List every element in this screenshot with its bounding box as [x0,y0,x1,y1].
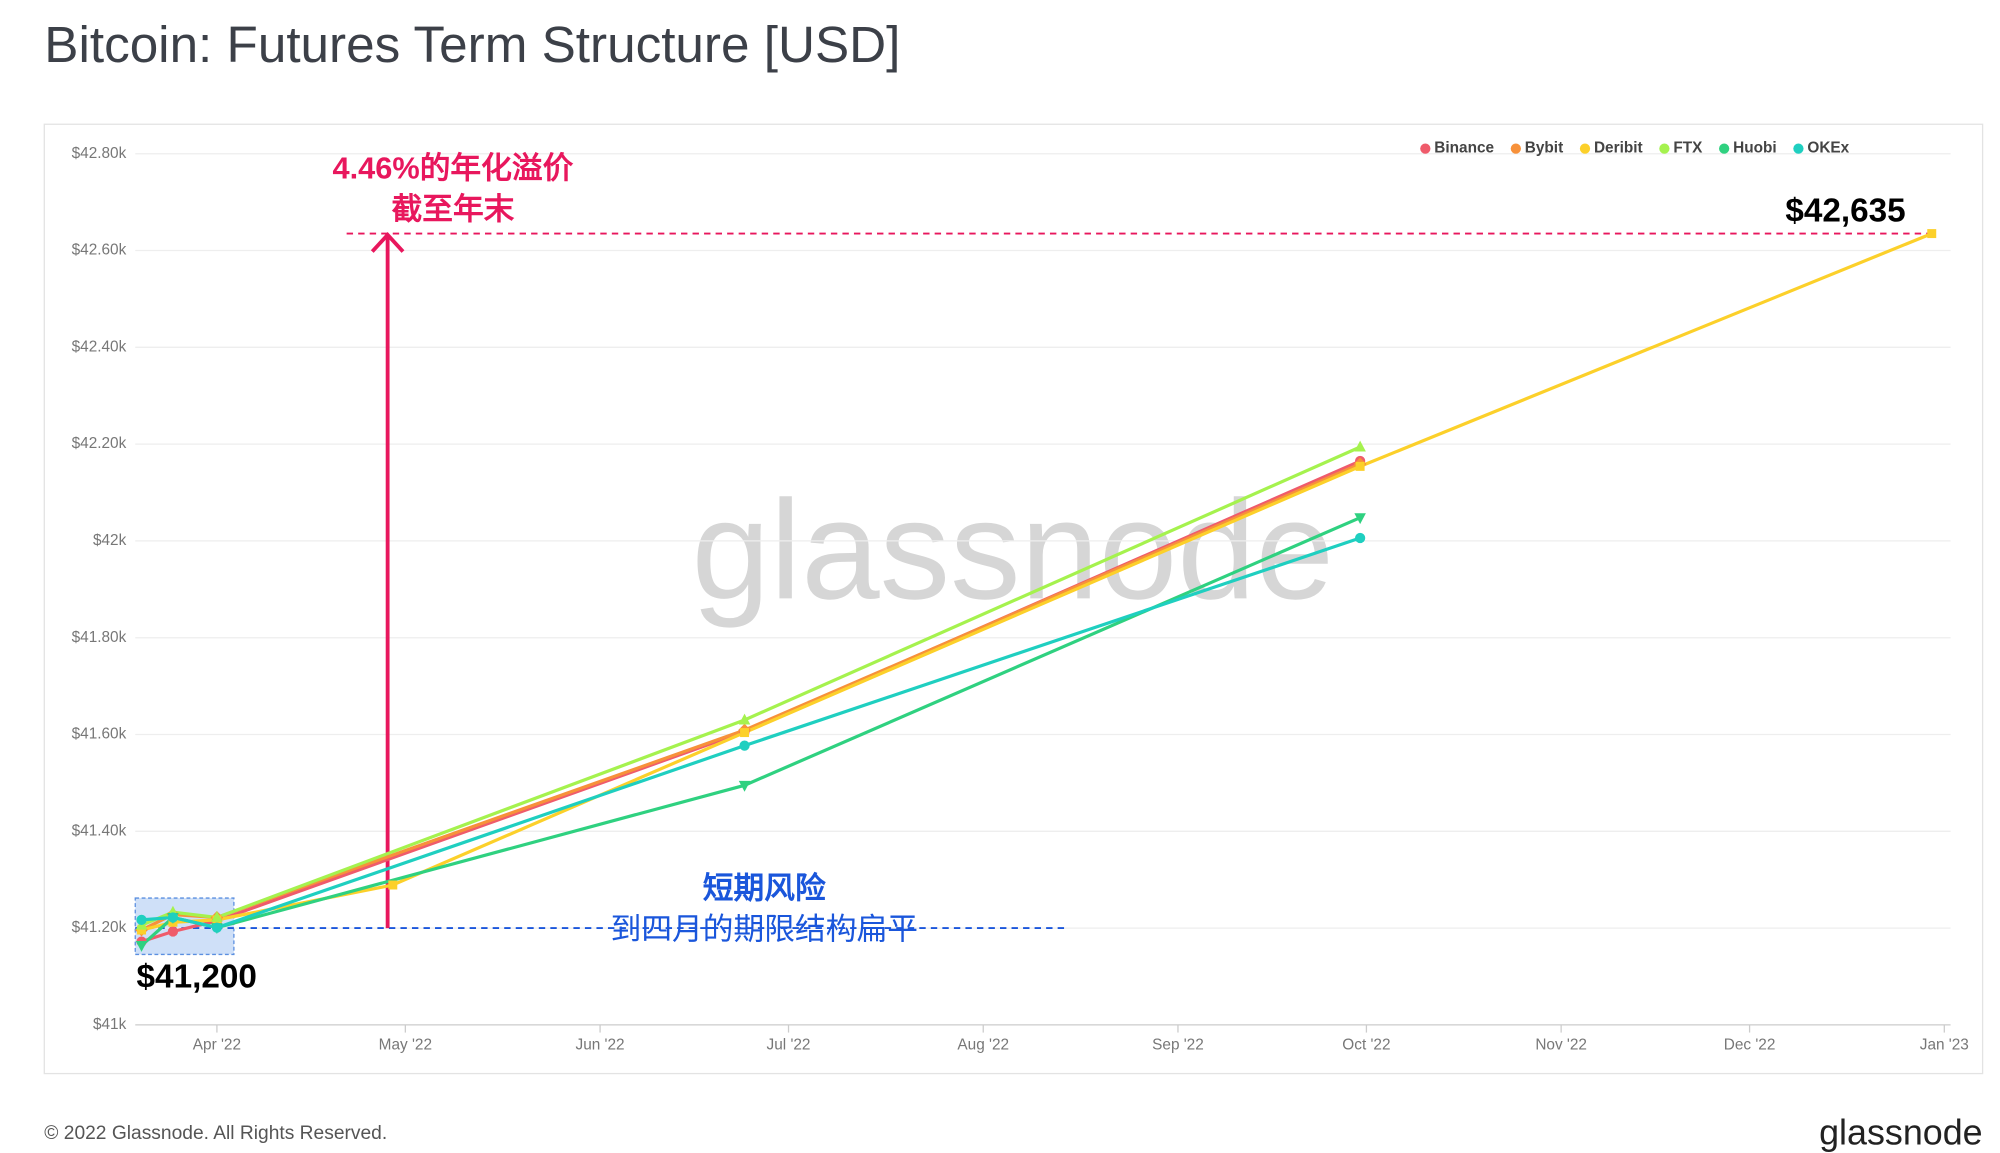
y-tick-label: $41.80k [72,629,127,646]
copyright: © 2022 Glassnode. All Rights Reserved. [44,1123,387,1144]
chart-title: Bitcoin: Futures Term Structure [USD] [44,16,900,73]
y-tick-label: $42k [93,532,127,549]
legend-label: Binance [1434,140,1494,157]
marker [739,740,750,751]
x-tick-label: Jan '23 [1920,1036,1969,1053]
marker [167,926,179,937]
annotation: 截至年末 [391,192,514,227]
marker [1927,229,1937,239]
x-tick-label: Dec '22 [1724,1036,1776,1053]
marker [738,780,751,792]
legend-label: Bybit [1525,140,1563,157]
annotation: 到四月的期限结构扁平 [611,911,918,946]
legend-label: OKEx [1807,140,1849,157]
legend-marker [1510,143,1521,154]
reference-label: $41,200 [137,959,257,996]
legend-marker [1579,143,1591,154]
marker [740,728,750,738]
x-tick-label: Sep '22 [1152,1036,1204,1053]
chart-frame [43,123,1984,1075]
x-tick-label: Jun '22 [576,1036,625,1053]
marker [1354,440,1366,452]
x-tick-label: May '22 [379,1036,432,1053]
marker [167,912,179,923]
marker [136,914,147,925]
x-tick-label: Nov '22 [1535,1036,1587,1053]
marker [1355,461,1365,471]
reference-label: $42,635 [1785,192,1905,229]
x-tick-label: Apr '22 [193,1036,241,1053]
legend-label: Huobi [1733,140,1777,157]
brand-logo: glassnode [1819,1113,1982,1153]
legend-label: Deribit [1594,140,1643,157]
watermark: glassnode [692,470,1334,628]
legend-label: FTX [1673,140,1703,157]
x-tick-label: Jul '22 [767,1036,811,1053]
marker [135,941,148,952]
legend-marker [1719,143,1730,154]
annotation: 4.46%的年化溢价 [333,151,574,186]
legend-marker [1659,143,1670,154]
arrow-head [370,232,405,253]
y-tick-label: $42.80k [72,145,127,162]
y-tick-label: $41.60k [72,726,127,743]
marker [1354,513,1366,525]
marker [738,713,751,725]
y-tick-label: $42.20k [72,435,127,452]
annotation: 短期风险 [703,870,826,905]
y-tick-label: $42.60k [72,242,127,259]
y-tick-label: $41k [93,1016,127,1033]
marker [1355,532,1366,544]
y-tick-label: $42.40k [72,338,127,355]
legend-marker [1420,143,1431,154]
y-tick-label: $41.20k [72,919,127,936]
marker [211,911,223,922]
marker [211,922,223,933]
x-tick-label: Oct '22 [1342,1036,1390,1053]
marker [137,925,147,935]
marker [388,880,398,890]
y-tick-label: $41.40k [72,822,127,839]
legend-marker [1793,143,1804,154]
x-tick-label: Aug '22 [957,1036,1009,1053]
